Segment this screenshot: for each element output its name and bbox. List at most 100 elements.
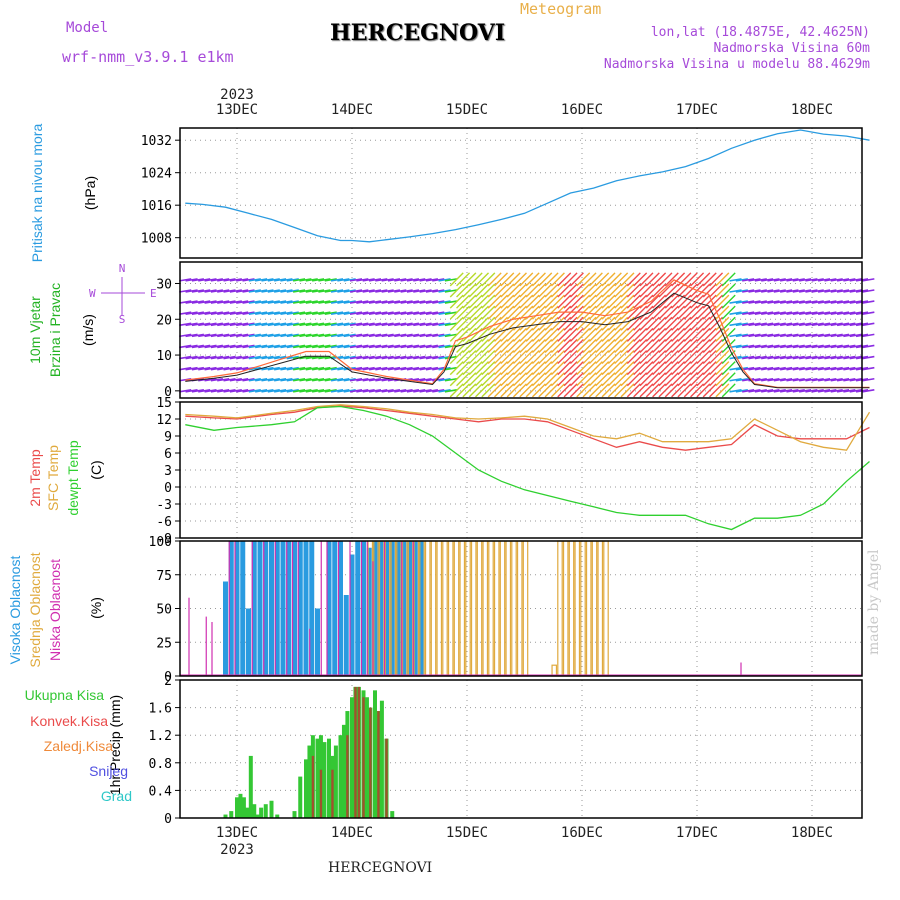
model-elevation-label: Nadmorska Visina u modelu 88.4629m	[603, 57, 870, 72]
wind-barb	[735, 366, 748, 371]
wind-barb	[582, 316, 597, 331]
wind-barb	[487, 350, 502, 365]
wind-barb	[779, 300, 793, 304]
wind-barb	[381, 300, 394, 304]
wind-barb	[394, 311, 407, 315]
wind-barb	[696, 272, 711, 287]
wind-barb	[836, 300, 850, 304]
wind-barb	[494, 327, 508, 342]
high-cloud-bar	[274, 541, 280, 676]
wind-barb	[595, 327, 610, 342]
wind-barb	[394, 289, 407, 293]
wind-barb	[324, 333, 337, 338]
high-cloud-bar	[251, 541, 257, 676]
wind-barb	[242, 344, 255, 349]
wind-barb	[248, 311, 261, 315]
wind-barb	[798, 311, 812, 315]
wind-barb	[349, 322, 363, 327]
wind-barb	[696, 338, 711, 353]
panel-frame-2	[179, 401, 863, 539]
wind-barb	[185, 366, 198, 371]
wind-barb	[779, 278, 793, 282]
wind-barb	[836, 322, 850, 327]
wind-barb	[419, 377, 432, 382]
wind-barb	[620, 283, 635, 298]
high-cloud-bar	[372, 541, 378, 676]
wind-barb	[506, 327, 521, 342]
wind-barb	[721, 361, 736, 376]
precip-legend-1: Konvek.Kisa	[30, 713, 108, 729]
wind-barb	[569, 383, 584, 398]
wind-barb	[229, 289, 242, 293]
wind-barb	[626, 327, 641, 342]
wind-barb	[242, 289, 255, 293]
wind-barb	[538, 361, 553, 376]
wind-barb	[512, 350, 527, 365]
wind-barb	[792, 278, 805, 282]
wind-barb	[198, 333, 211, 338]
y-tick-label: 9	[164, 430, 172, 445]
high-cloud-bar	[286, 541, 292, 676]
wind-barb	[677, 338, 692, 353]
mid-cloud-bar	[465, 540, 471, 677]
wind-barb	[690, 272, 705, 287]
wind-barb	[620, 294, 635, 309]
wind-barb	[236, 278, 249, 282]
wind-barb	[849, 344, 862, 349]
high-cloud-bar	[366, 547, 372, 676]
wind-barb	[830, 322, 843, 327]
wind-barb	[494, 372, 508, 387]
wind-barb	[639, 327, 654, 342]
mid-cloud-bar	[453, 540, 460, 677]
wind-barb	[406, 289, 420, 293]
total-precip-bar	[373, 690, 377, 818]
wind-barb	[754, 322, 767, 327]
wind-barb	[349, 311, 363, 315]
wind-barb	[210, 278, 224, 282]
wind-barb	[425, 389, 439, 393]
wind-barb	[824, 300, 837, 304]
wind-barb	[198, 366, 211, 371]
wind-barb	[607, 372, 622, 387]
wind-barb	[786, 311, 799, 315]
wind-barb	[343, 289, 356, 293]
wind-barb	[349, 300, 363, 304]
wind-barb	[375, 322, 388, 327]
wind-barb	[368, 344, 382, 349]
wind-barb	[236, 355, 249, 360]
wind-barb	[550, 283, 565, 298]
wind-barb	[773, 344, 786, 349]
wind-barb	[709, 338, 724, 353]
wind-barb	[236, 311, 249, 315]
wind-barb	[280, 322, 293, 327]
wind-barb	[792, 300, 805, 304]
wind-barb	[620, 272, 635, 287]
top-year-label: 2023	[220, 87, 254, 103]
wind-barb	[696, 361, 711, 376]
wind-barb	[633, 316, 648, 331]
wind-barb	[406, 344, 420, 349]
top-date-label: 17DEC	[676, 102, 718, 118]
wind-barb	[811, 355, 824, 360]
wind-barb	[779, 355, 793, 360]
wind-barb	[664, 327, 679, 342]
wind-barb	[544, 383, 559, 398]
wind-barb	[519, 372, 534, 387]
wind-barb	[576, 327, 591, 342]
wind-barb	[786, 333, 799, 338]
wind-barb	[500, 361, 515, 376]
wind-barb	[729, 289, 742, 293]
wind-barb	[830, 344, 843, 349]
wind-barb	[500, 327, 515, 342]
wind-barb	[748, 389, 761, 393]
wind-barb	[375, 355, 388, 360]
wind-barb	[337, 278, 350, 282]
wind-barb	[506, 316, 521, 331]
wind-barb	[531, 350, 546, 365]
wind-barb	[413, 333, 426, 338]
wind-barb	[311, 300, 325, 304]
wind-barb	[475, 350, 490, 365]
wind-barb	[506, 272, 521, 287]
wind-barb	[292, 377, 306, 382]
wind-barb	[286, 355, 299, 360]
